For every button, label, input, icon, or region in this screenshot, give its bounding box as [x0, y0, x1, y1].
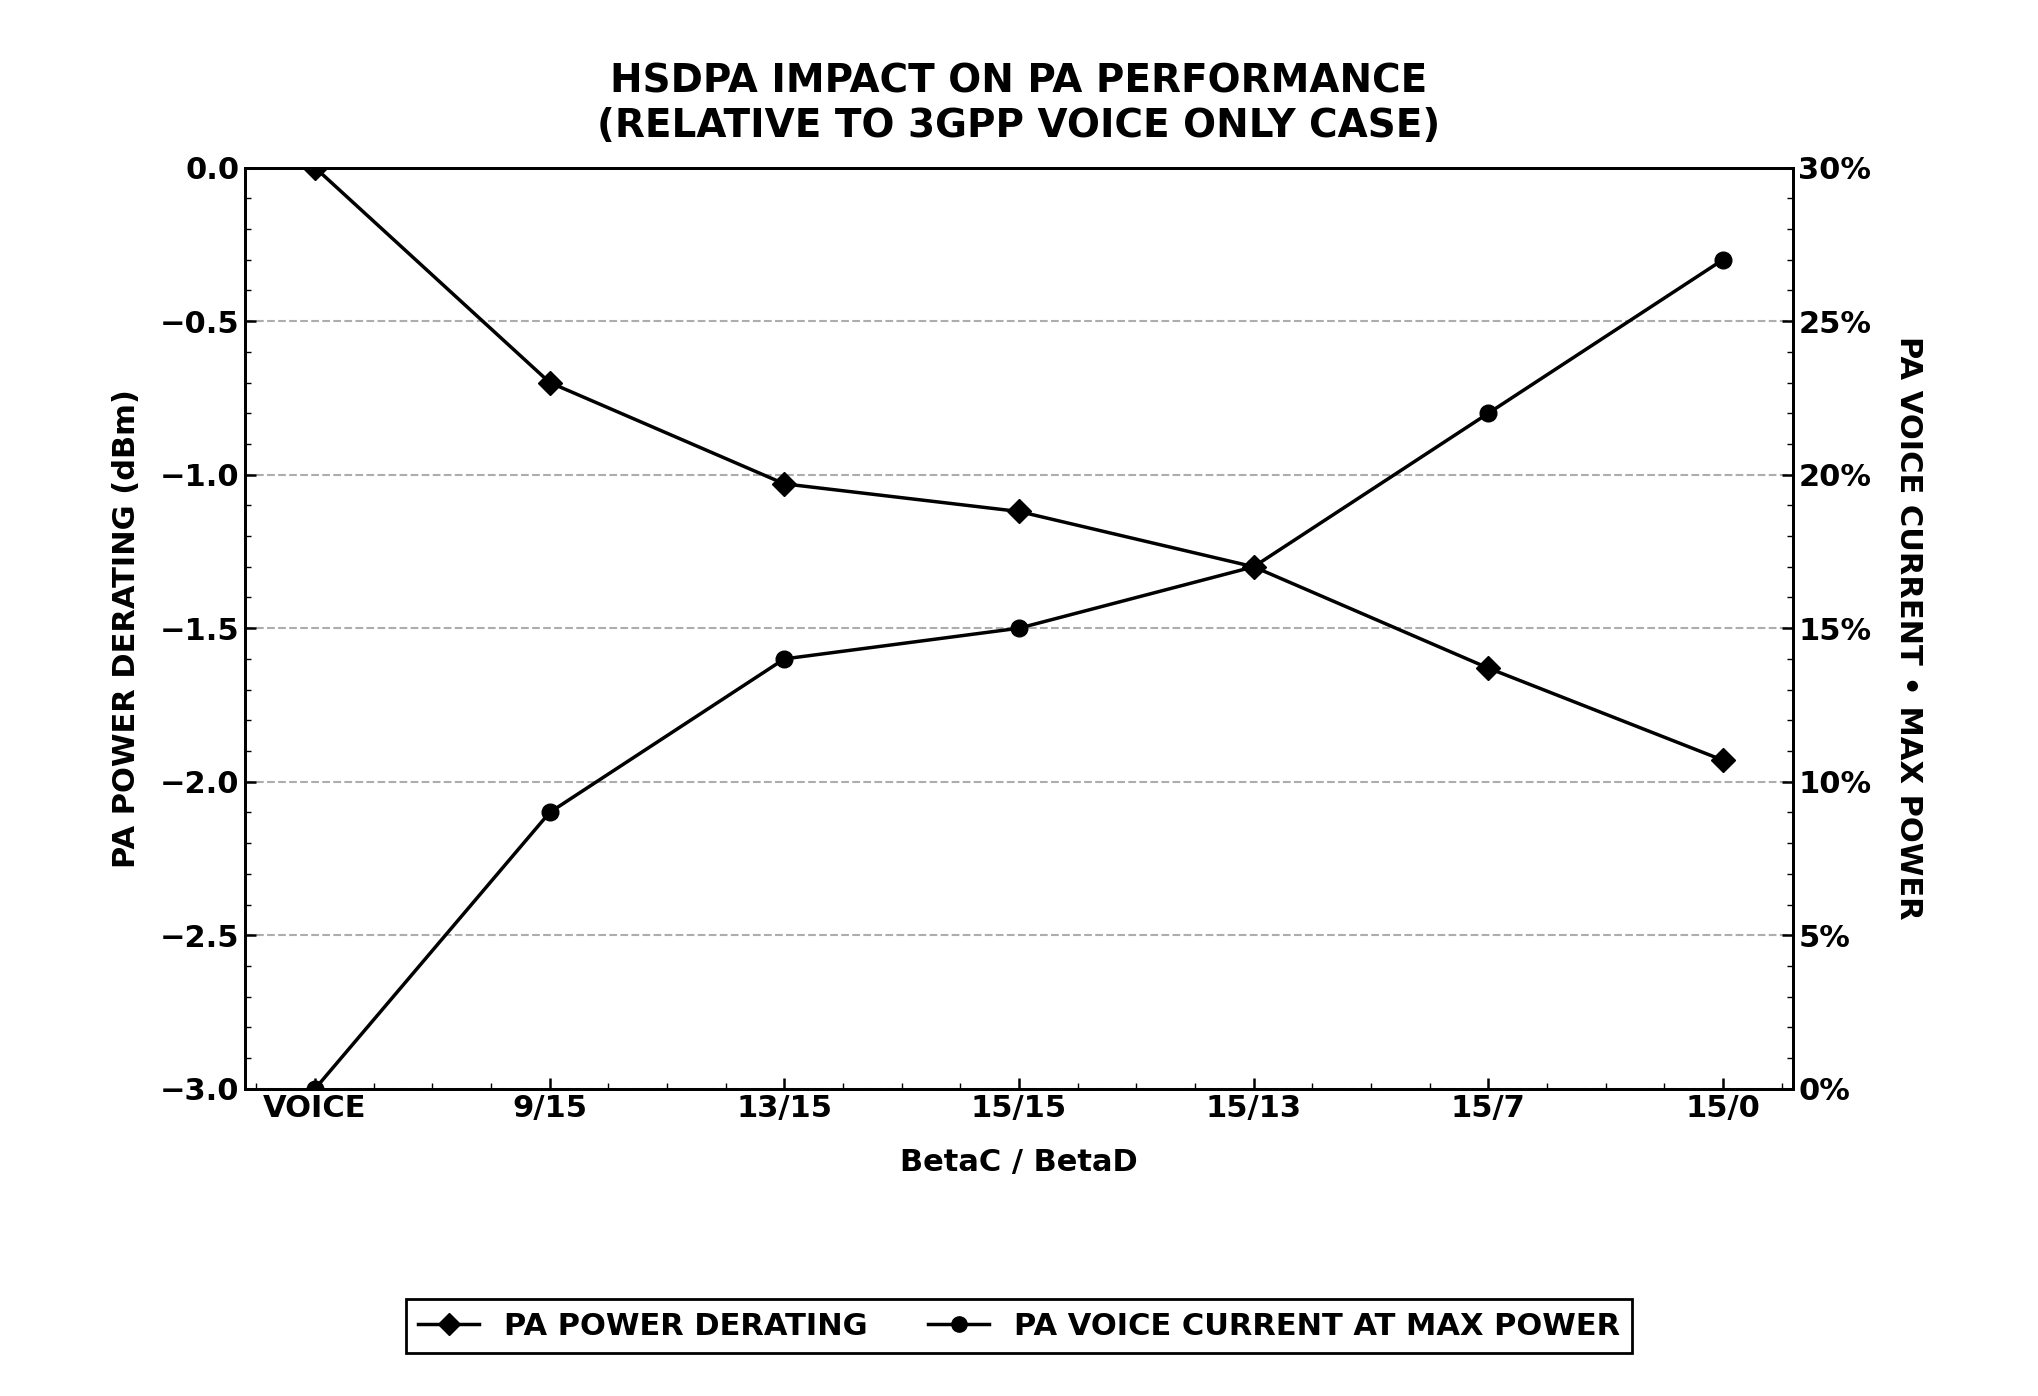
- Title: HSDPA IMPACT ON PA PERFORMANCE
(RELATIVE TO 3GPP VOICE ONLY CASE): HSDPA IMPACT ON PA PERFORMANCE (RELATIVE…: [597, 63, 1441, 145]
- Y-axis label: PA VOICE CURRENT • MAX POWER: PA VOICE CURRENT • MAX POWER: [1893, 336, 1922, 920]
- Legend: PA POWER DERATING, PA VOICE CURRENT AT MAX POWER: PA POWER DERATING, PA VOICE CURRENT AT M…: [406, 1300, 1632, 1353]
- X-axis label: BetaC / BetaD: BetaC / BetaD: [901, 1148, 1137, 1177]
- Y-axis label: PA POWER DERATING (dBm): PA POWER DERATING (dBm): [112, 388, 141, 868]
